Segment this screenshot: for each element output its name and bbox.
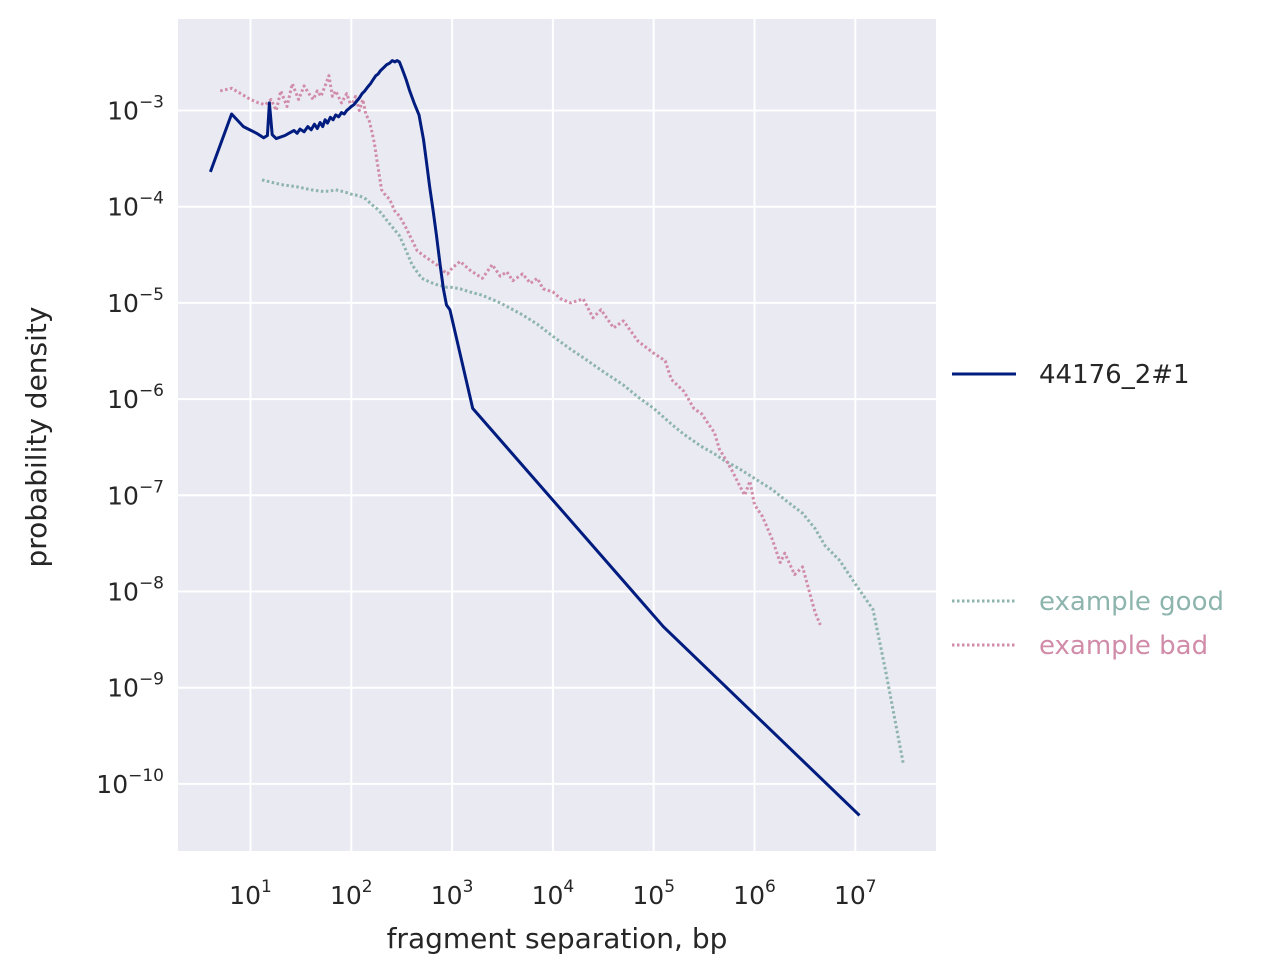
x-tick-label: 106	[733, 877, 776, 910]
legend-label: 44176_2#1	[1039, 360, 1190, 390]
x-tick-label: 104	[532, 877, 575, 910]
series-line-example-good	[261, 178, 905, 765]
y-tick-label: 10−7	[107, 477, 164, 510]
x-tick-label: 105	[632, 877, 675, 910]
y-tick-labels: 10−3 10−4 10−5 10−6 10−7 10−8 10−9 10−10	[96, 93, 164, 799]
y-tick-label: 10−5	[107, 285, 164, 318]
x-tick-labels: 101 102 103 104 105 106 107	[229, 877, 876, 910]
x-axis-label: fragment separation, bp	[387, 922, 728, 955]
x-tick-label: 107	[834, 877, 877, 910]
x-tick-label: 102	[330, 877, 373, 910]
y-tick-label: 10−9	[107, 670, 164, 703]
x-tick-label: 103	[431, 877, 474, 910]
plot-background	[178, 19, 936, 851]
legend-label: example good	[1039, 587, 1224, 617]
x-tick-label: 101	[229, 877, 272, 910]
y-tick-label: 10−6	[107, 381, 164, 414]
y-axis-label: probability density	[20, 307, 53, 568]
y-tick-label: 10−3	[107, 93, 164, 126]
legend-label: example bad	[1039, 631, 1208, 661]
series-line-44176-2-1	[208, 59, 861, 817]
y-tick-label: 10−10	[96, 766, 164, 799]
y-tick-label: 10−4	[107, 189, 164, 222]
series-layer	[208, 59, 905, 817]
y-tick-label: 10−8	[107, 574, 164, 607]
series-line-example-bad	[219, 74, 822, 626]
